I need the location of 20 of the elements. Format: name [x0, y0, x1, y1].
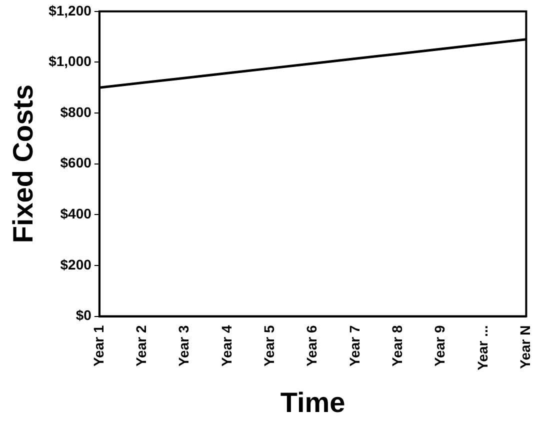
- y-tick-label: $400: [60, 205, 92, 222]
- x-tick-label: Year 4: [218, 325, 234, 367]
- x-tick-label: Year 3: [176, 325, 192, 367]
- x-tick-label: Year 1: [90, 325, 106, 367]
- y-axis-title: Fixed Costs: [8, 84, 39, 244]
- y-tick-label: $800: [60, 104, 92, 120]
- y-tick-label: $0: [76, 307, 92, 324]
- x-axis-title: Time: [280, 386, 346, 418]
- x-tick-label: Year N: [517, 325, 534, 369]
- y-tick-label: $1,200: [48, 2, 92, 18]
- y-tick-label: $600: [60, 154, 92, 171]
- x-tick-label: Year 5: [260, 325, 277, 367]
- x-tick-label: Year 6: [304, 325, 320, 367]
- x-tick-label: Year 7: [346, 325, 362, 367]
- y-tick-label: $1,000: [48, 53, 92, 70]
- y-tick-label: $200: [60, 256, 92, 272]
- x-tick-label: Year 8: [389, 325, 406, 367]
- x-tick-label: Year ...: [474, 325, 490, 370]
- x-tick-label: Year 9: [432, 325, 448, 367]
- x-tick-label: Year 2: [132, 325, 149, 367]
